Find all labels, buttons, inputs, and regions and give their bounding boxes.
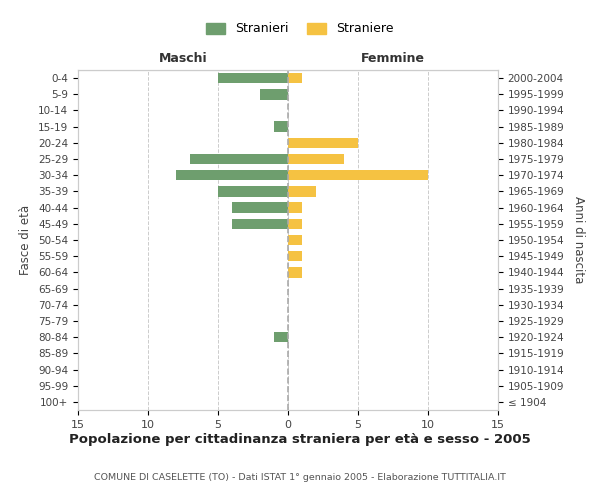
Bar: [260, 89, 288, 100]
Legend: Stranieri, Straniere: Stranieri, Straniere: [200, 16, 400, 42]
Text: Popolazione per cittadinanza straniera per età e sesso - 2005: Popolazione per cittadinanza straniera p…: [69, 432, 531, 446]
Bar: [288, 267, 302, 278]
Bar: [288, 234, 302, 246]
Bar: [274, 332, 288, 342]
Bar: [274, 122, 288, 132]
Bar: [288, 138, 358, 148]
Bar: [190, 154, 288, 164]
Bar: [232, 218, 288, 229]
Y-axis label: Anni di nascita: Anni di nascita: [572, 196, 586, 284]
Bar: [288, 218, 302, 229]
Text: Maschi: Maschi: [158, 52, 208, 65]
Text: COMUNE DI CASELETTE (TO) - Dati ISTAT 1° gennaio 2005 - Elaborazione TUTTITALIA.: COMUNE DI CASELETTE (TO) - Dati ISTAT 1°…: [94, 473, 506, 482]
Bar: [176, 170, 288, 180]
Bar: [288, 186, 316, 196]
Bar: [218, 186, 288, 196]
Text: Femmine: Femmine: [361, 52, 425, 65]
Bar: [218, 73, 288, 84]
Bar: [232, 202, 288, 213]
Bar: [288, 73, 302, 84]
Bar: [288, 170, 428, 180]
Bar: [288, 154, 344, 164]
Y-axis label: Fasce di età: Fasce di età: [19, 205, 32, 275]
Bar: [288, 251, 302, 262]
Bar: [288, 202, 302, 213]
